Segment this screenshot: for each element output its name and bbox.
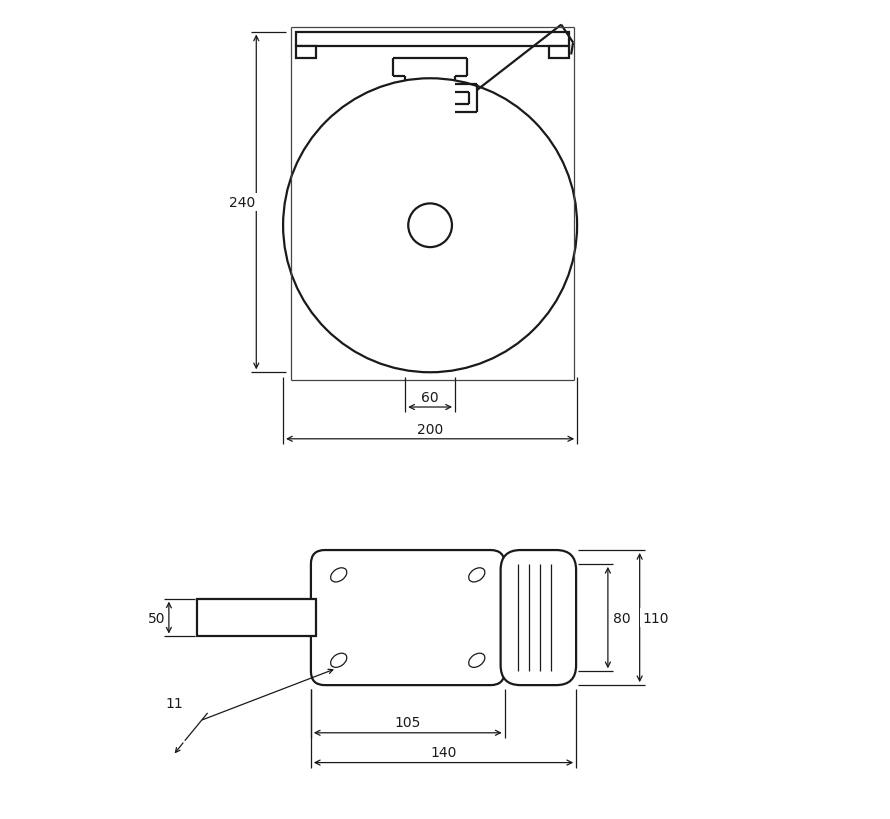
FancyBboxPatch shape [500,550,576,686]
Text: 80: 80 [613,611,631,625]
Text: 140: 140 [431,744,457,758]
Bar [296,48,316,59]
Circle shape [409,204,452,248]
Ellipse shape [331,568,347,582]
Ellipse shape [469,568,485,582]
Text: 200: 200 [417,423,443,437]
Ellipse shape [331,654,347,667]
Text: 105: 105 [394,715,421,729]
Ellipse shape [469,654,485,667]
Text: 50: 50 [149,611,166,625]
Bar [549,48,569,59]
Bar [197,599,316,636]
Text: 60: 60 [421,391,439,405]
FancyBboxPatch shape [311,550,505,686]
Text: 110: 110 [643,611,668,625]
Circle shape [283,79,577,373]
Bar [296,33,569,48]
Text: 11: 11 [165,696,182,710]
Text: 240: 240 [230,196,255,210]
